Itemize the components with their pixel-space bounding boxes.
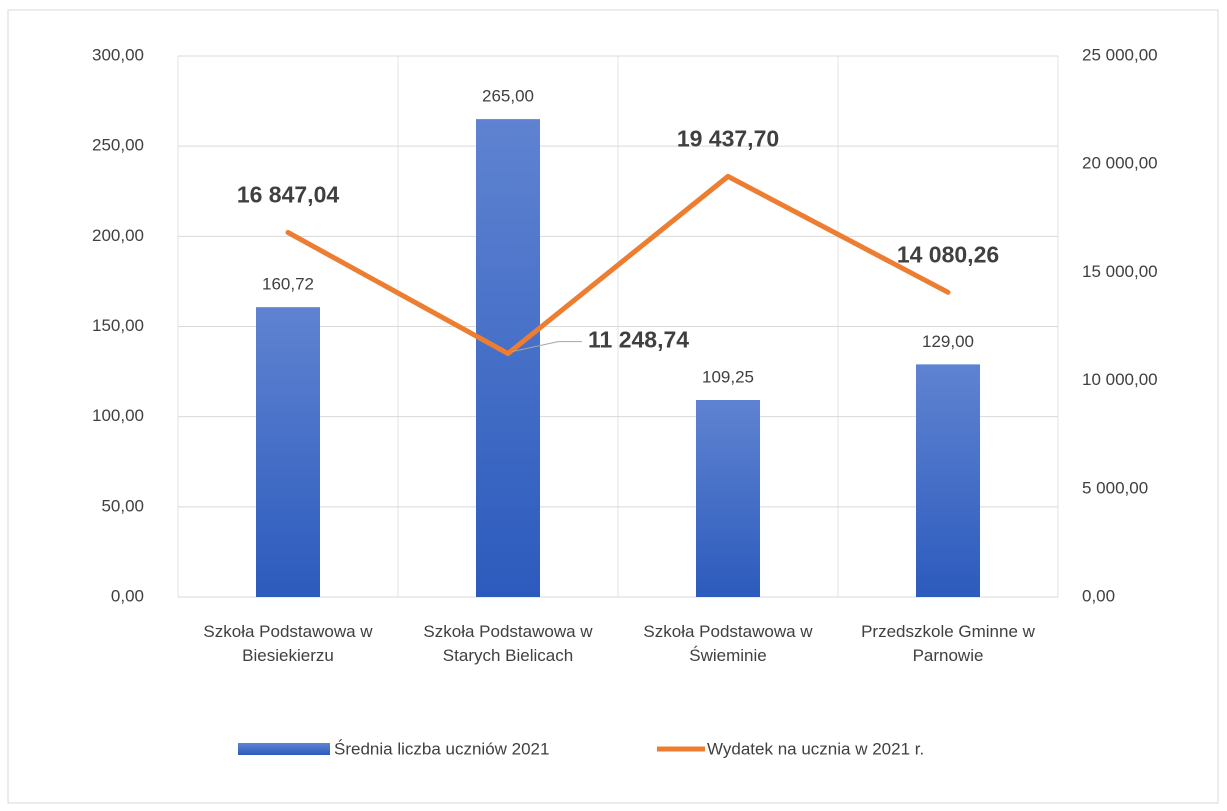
y-tick-label: 150,00	[92, 316, 144, 335]
y2-tick-label: 20 000,00	[1082, 154, 1158, 173]
line-value-label: 14 080,26	[897, 241, 999, 267]
y2-tick-label: 15 000,00	[1082, 262, 1158, 281]
y-tick-label: 50,00	[101, 496, 144, 515]
line-value-label: 16 847,04	[237, 182, 340, 208]
x-tick-label: Szkoła Podstawowa w Biesiekierzu	[203, 622, 373, 665]
bar	[696, 399, 760, 597]
x-tick-label: Szkoła Podstawowa w Starych Bielicach	[423, 622, 593, 665]
y-tick-label: 100,00	[92, 406, 144, 425]
chart-border	[7, 9, 1219, 804]
line-value-label: 11 248,74	[588, 327, 689, 353]
y2-tick-label: 10 000,00	[1082, 370, 1158, 389]
bar-value-label: 265,00	[482, 87, 534, 106]
bar-value-label: 160,72	[262, 275, 314, 294]
y2-tick-label: 5 000,00	[1082, 478, 1148, 497]
bar	[476, 119, 540, 597]
legend-label: Wydatek na ucznia w 2021 r.	[707, 739, 924, 758]
bar	[256, 307, 320, 597]
bar	[916, 364, 980, 597]
bar-value-label: 129,00	[922, 332, 974, 351]
y-tick-label: 300,00	[92, 45, 144, 64]
bar-value-label: 109,25	[702, 367, 754, 386]
x-tick-label: Przedszkole Gminne w Parnowie	[861, 622, 1035, 665]
y-tick-label: 0,00	[111, 586, 144, 605]
y-tick-label: 200,00	[92, 226, 144, 245]
x-tick-label: Szkoła Podstawowa w Świeminie	[643, 622, 813, 665]
y2-tick-label: 0,00	[1082, 586, 1115, 605]
legend-swatch	[238, 743, 330, 755]
leader-line	[511, 341, 582, 353]
legend-label: Średnia liczba uczniów 2021	[334, 739, 549, 758]
line-value-label: 19 437,70	[677, 125, 779, 151]
y2-tick-label: 25 000,00	[1082, 45, 1158, 64]
y-tick-label: 250,00	[92, 136, 144, 155]
line	[285, 173, 951, 357]
